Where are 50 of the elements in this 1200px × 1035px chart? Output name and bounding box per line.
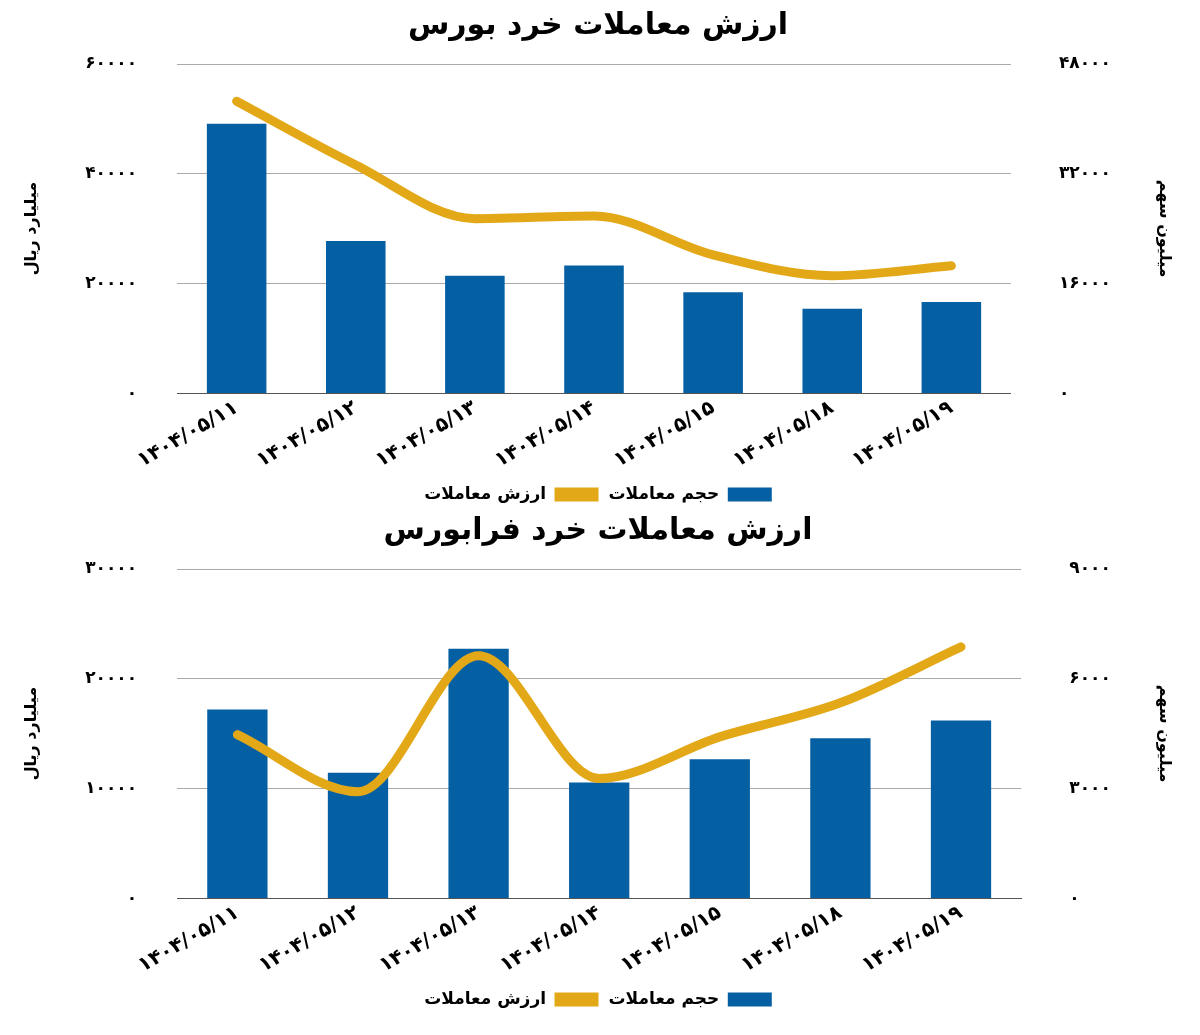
x-tick-label: ۱۴۰۴/۰۵/۱۸ [736,899,846,977]
chart-title: ارزش معاملات خرد بورس [407,5,789,41]
y2-axis-title: میلیون سهم [1156,684,1176,783]
legend-label: ارزش معاملات [424,987,547,1008]
x-tick-label: ۱۴۰۴/۰۵/۱۹ [856,899,967,977]
bar [207,709,268,899]
bar [810,738,871,899]
y2-tick-label: ۱۶۰۰۰ [1058,271,1111,292]
legend-label: حجم معاملات [608,987,720,1008]
bar [445,275,505,394]
y-tick-label: ۱۰۰۰۰ [85,776,138,797]
x-tick-label: ۱۴۰۴/۰۵/۱۸ [728,394,838,472]
bar [930,720,992,899]
x-tick-label: ۱۴۰۴/۰۵/۱۵ [615,899,725,977]
y-tick-label: ۲۰۰۰۰ [85,667,138,688]
bar [802,308,863,394]
y2-tick-label: ۰ [1058,381,1070,402]
y2-tick-label: ۳۰۰۰ [1069,776,1111,797]
bar [448,648,509,899]
bar [569,782,630,899]
y-axis-title: میلیارد ریال [20,181,40,276]
bar [689,759,750,899]
bar [206,123,267,394]
bar [564,265,624,394]
legend-label: حجم معاملات [608,482,720,503]
chart-title: ارزش معاملات خرد فرابورس [383,510,813,546]
x-tick-label: ۱۴۰۴/۰۵/۱۳ [370,394,480,472]
bar [327,772,389,899]
bar [921,301,982,394]
x-tick-label: ۱۴۰۴/۰۵/۱۴ [495,899,605,977]
y-tick-label: ۲۰۰۰۰ [85,271,138,292]
x-tick-label: ۱۴۰۴/۰۵/۱۲ [253,899,364,977]
y-tick-label: ۴۰۰۰۰ [85,162,138,183]
y-axis-title: میلیارد ریال [20,686,40,781]
y-tick-label: ۶۰۰۰۰ [85,52,138,73]
y2-tick-label: ۹۰۰۰ [1069,557,1111,578]
y2-tick-label: ۰ [1069,886,1080,907]
x-tick-label: ۱۴۰۴/۰۵/۱۲ [251,394,361,472]
bar [325,240,386,394]
y-tick-label: ۳۰۰۰۰ [85,557,138,578]
x-tick-label: ۱۴۰۴/۰۵/۱۳ [374,899,484,977]
x-tick-label: ۱۴۰۴/۰۵/۱۴ [489,394,600,472]
x-tick-label: ۱۴۰۴/۰۵/۱۹ [847,394,957,472]
legend-label: ارزش معاملات [424,482,547,503]
y2-tick-label: ۳۲۰۰۰ [1058,162,1111,183]
bar [683,292,743,394]
y2-tick-label: ۶۰۰۰ [1069,667,1111,688]
y2-tick-label: ۴۸۰۰۰ [1058,52,1111,73]
y2-axis-title: میلیون سهم [1156,179,1176,278]
x-tick-label: ۱۴۰۴/۰۵/۱۵ [609,394,719,472]
